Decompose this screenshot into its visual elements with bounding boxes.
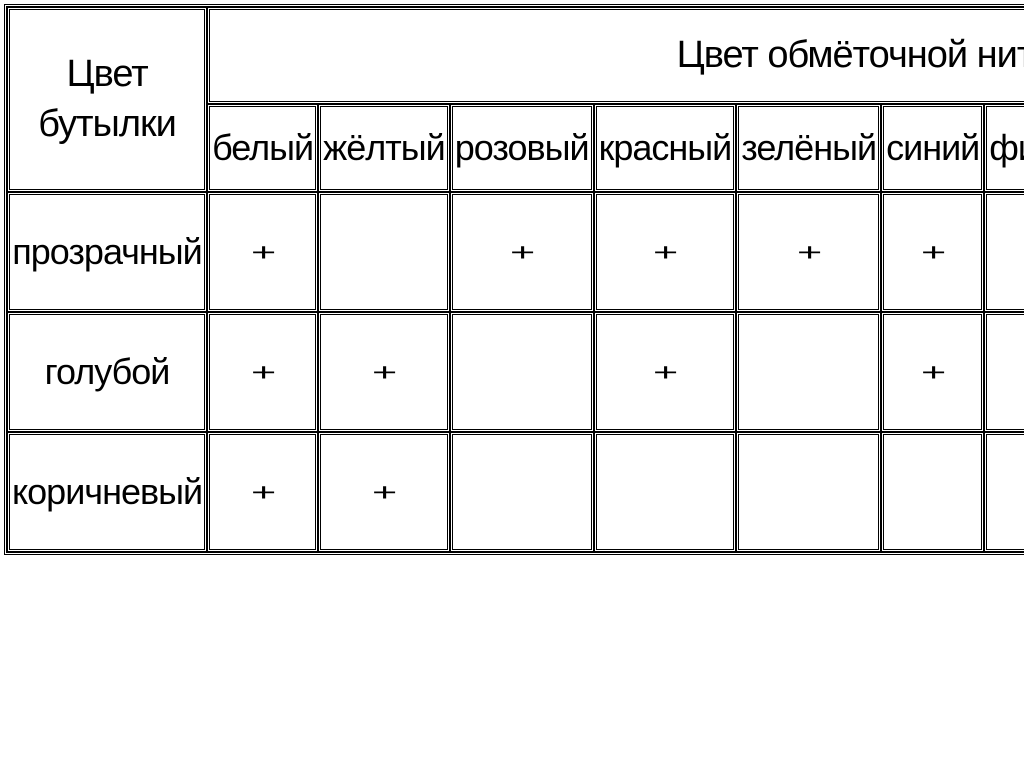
col-header-3: розовый <box>450 104 594 192</box>
col-header-1: белый <box>207 104 318 192</box>
row-label-1: прозрачный <box>7 192 207 312</box>
cell-2-5 <box>736 312 881 432</box>
row-label-3: коричневый <box>7 432 207 552</box>
cell-2-7: + <box>984 312 1024 432</box>
cell-3-3 <box>450 432 594 552</box>
mark-icon: + <box>372 479 396 504</box>
cell-2-1: + <box>207 312 318 432</box>
mark-icon: + <box>251 239 275 264</box>
cell-2-3 <box>450 312 594 432</box>
table-row: голубой + + + + + <box>7 312 1024 432</box>
col-header-5: зелёный <box>736 104 881 192</box>
col-header-6: синий <box>881 104 984 192</box>
cell-2-4: + <box>594 312 737 432</box>
cell-1-4: + <box>594 192 737 312</box>
cell-1-3: + <box>450 192 594 312</box>
col-header-2: жёлтый <box>318 104 450 192</box>
cell-3-7 <box>984 432 1024 552</box>
col-header-7: фиолетовый <box>984 104 1024 192</box>
mark-icon: + <box>251 479 275 504</box>
color-compatibility-table: Цветбутылки Цвет обмёточной нити белый ж… <box>4 4 1024 555</box>
cell-3-2: + <box>318 432 450 552</box>
table-row: коричневый + + + + <box>7 432 1024 552</box>
cell-1-2 <box>318 192 450 312</box>
cell-2-2: + <box>318 312 450 432</box>
mark-icon: + <box>921 359 945 384</box>
row-label-2: голубой <box>7 312 207 432</box>
cell-3-4 <box>594 432 737 552</box>
cell-1-5: + <box>736 192 881 312</box>
cell-1-7: + <box>984 192 1024 312</box>
mark-icon: + <box>510 239 534 264</box>
mark-icon: + <box>251 359 275 384</box>
table-row: прозрачный + + + + + + + + <box>7 192 1024 312</box>
column-group-title: Цвет обмёточной нити <box>207 7 1024 104</box>
cell-1-6: + <box>881 192 984 312</box>
mark-icon: + <box>797 239 821 264</box>
mark-icon: + <box>653 239 677 264</box>
mark-icon: + <box>372 359 396 384</box>
mark-icon: + <box>921 239 945 264</box>
cell-2-6: + <box>881 312 984 432</box>
header-row-1: Цветбутылки Цвет обмёточной нити <box>7 7 1024 104</box>
cell-1-1: + <box>207 192 318 312</box>
cell-3-6 <box>881 432 984 552</box>
cell-3-5 <box>736 432 881 552</box>
cell-3-1: + <box>207 432 318 552</box>
col-header-4: красный <box>594 104 737 192</box>
row-header-title: Цветбутылки <box>7 7 207 192</box>
mark-icon: + <box>653 359 677 384</box>
